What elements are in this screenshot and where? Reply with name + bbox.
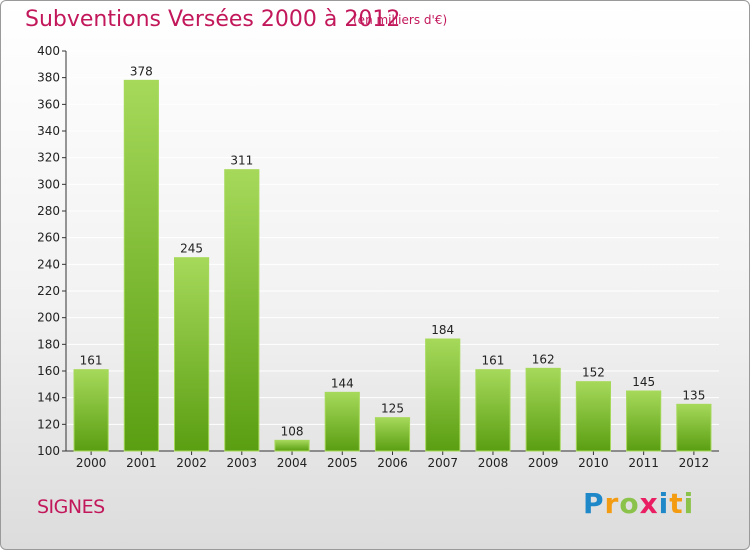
x-tick-label-2005: 2005 [327,456,358,470]
logo-letter: x [639,487,659,520]
data-label-2004: 108 [281,424,304,438]
x-tick-label-2008: 2008 [478,456,509,470]
grid-lines [66,50,719,452]
data-label-2010: 152 [582,366,605,380]
bar-2007 [425,338,461,452]
x-tick-label-2007: 2007 [427,456,458,470]
logo-letter: r [604,487,620,520]
bar-2005 [324,391,360,452]
x-tick-label-2010: 2010 [578,456,609,470]
y-tick-label: 360 [37,97,60,111]
bar-2010 [575,381,612,452]
x-tick-label-2012: 2012 [679,456,710,470]
y-tick-label: 160 [37,364,60,378]
y-tick-label: 340 [37,124,60,138]
y-tick-label: 220 [37,284,60,298]
x-tick-label-2004: 2004 [277,456,308,470]
x-tick-label-2009: 2009 [528,456,559,470]
bar-2006 [374,417,411,452]
bar-2002 [173,257,210,452]
chart-title: Subventions Versées 2000 à 2012 [25,7,401,32]
x-tick-label-2006: 2006 [377,456,408,470]
data-label-2009: 162 [532,352,555,366]
chart-subtitle: (en milliers d'€) [353,13,448,27]
y-tick-label: 380 [37,71,60,85]
y-tick-label: 120 [37,417,60,431]
data-label-2000: 161 [80,354,103,368]
y-tick-label: 180 [37,337,60,351]
y-tick-label: 240 [37,257,60,271]
logo-letter: i [658,487,670,520]
data-label-2005: 144 [331,376,354,390]
y-tick-label: 200 [37,311,60,325]
data-label-2006: 125 [381,402,404,416]
logo-letter: o [619,487,640,520]
axes [62,50,719,455]
bar-2001 [123,79,159,452]
x-tick-label-2011: 2011 [628,456,659,470]
logo-letter: t [669,487,684,520]
bar-2011 [626,390,662,452]
y-tick-label: 400 [37,44,60,58]
data-label-2008: 161 [482,354,505,368]
bar-2008 [475,369,511,452]
y-tick-label: 140 [37,391,60,405]
y-tick-label: 300 [37,177,60,191]
y-tick-label: 100 [37,444,60,458]
bar-2000 [73,369,109,452]
bar-2009 [525,367,561,452]
x-tick-label-2000: 2000 [76,456,107,470]
data-label-2001: 378 [130,64,153,78]
y-tick-label: 320 [37,151,60,165]
logo-letter: P [583,487,605,520]
commune-name: SIGNES [37,496,105,518]
logo-letter: i [683,487,695,520]
bars [73,79,712,452]
data-label-2011: 145 [632,375,655,389]
labels: 100 120 140 160 180 200 220 240 260 280 300 320 340 3… [37,44,709,470]
data-label-2012: 135 [682,388,705,402]
y-tick-label: 280 [37,204,60,218]
data-label-2007: 184 [431,323,454,337]
data-label-2002: 245 [180,242,203,256]
x-tick-label-2001: 2001 [126,456,157,470]
bar-2012 [676,403,712,452]
data-label-2003: 311 [230,154,253,168]
proxiti-logo: Proxiti [583,487,694,520]
x-tick-label-2003: 2003 [227,456,258,470]
y-tick-label: 260 [37,231,60,245]
bar-2004 [274,439,310,452]
bar-2003 [224,169,260,452]
x-tick-label-2002: 2002 [176,456,207,470]
